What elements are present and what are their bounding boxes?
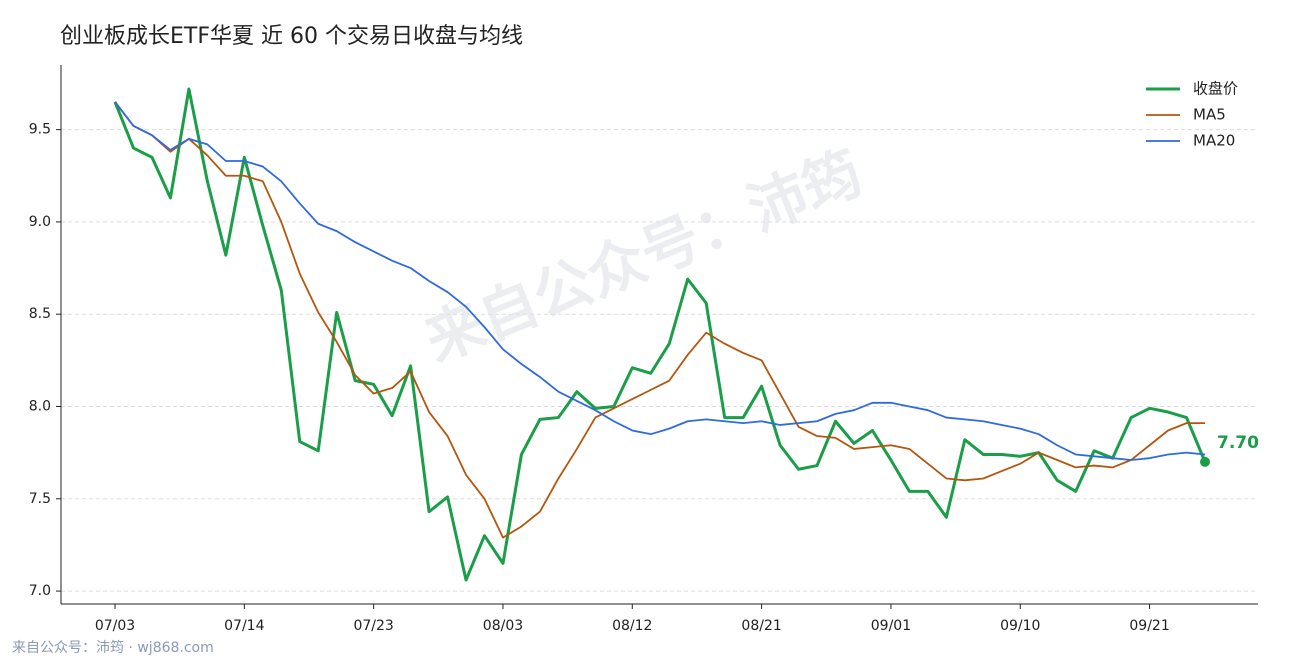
y-tick-label: 7.0 [29,583,51,599]
y-tick-label: 9.5 [29,122,51,138]
y-tick-label: 9.0 [29,214,51,230]
y-tick-label: 7.5 [29,491,51,507]
watermark: 来自公众号：沛筠 [416,138,872,375]
y-tick-label: 8.0 [29,398,51,414]
series-line [113,87,1207,582]
footer: 来自公众号：沛筠 · wj868.com [12,639,214,656]
last-point [1200,456,1210,467]
x-tick-label: 08/12 [612,618,652,634]
x-tick-label: 09/01 [871,618,911,634]
y-tick-label: 8.5 [29,306,51,322]
chart-title: 创业板成长ETF华夏 近 60 个交易日收盘与均线 [60,24,523,49]
x-tick-label: 07/23 [353,618,393,634]
series-line [114,101,1206,461]
x-tick-label: 07/14 [224,618,264,634]
x-tick-label: 09/21 [1129,618,1169,634]
legend-label: MA20 [1193,132,1235,150]
x-tick-label: 08/21 [741,618,781,634]
value-label: 7.70 [1217,433,1259,453]
legend-label: 收盘价 [1193,80,1238,98]
x-tick-label: 09/10 [1000,618,1040,634]
x-tick-label: 08/03 [483,618,523,634]
x-tick-label: 07/03 [95,618,135,634]
legend-label: MA5 [1193,106,1226,124]
series-line [114,101,1205,539]
